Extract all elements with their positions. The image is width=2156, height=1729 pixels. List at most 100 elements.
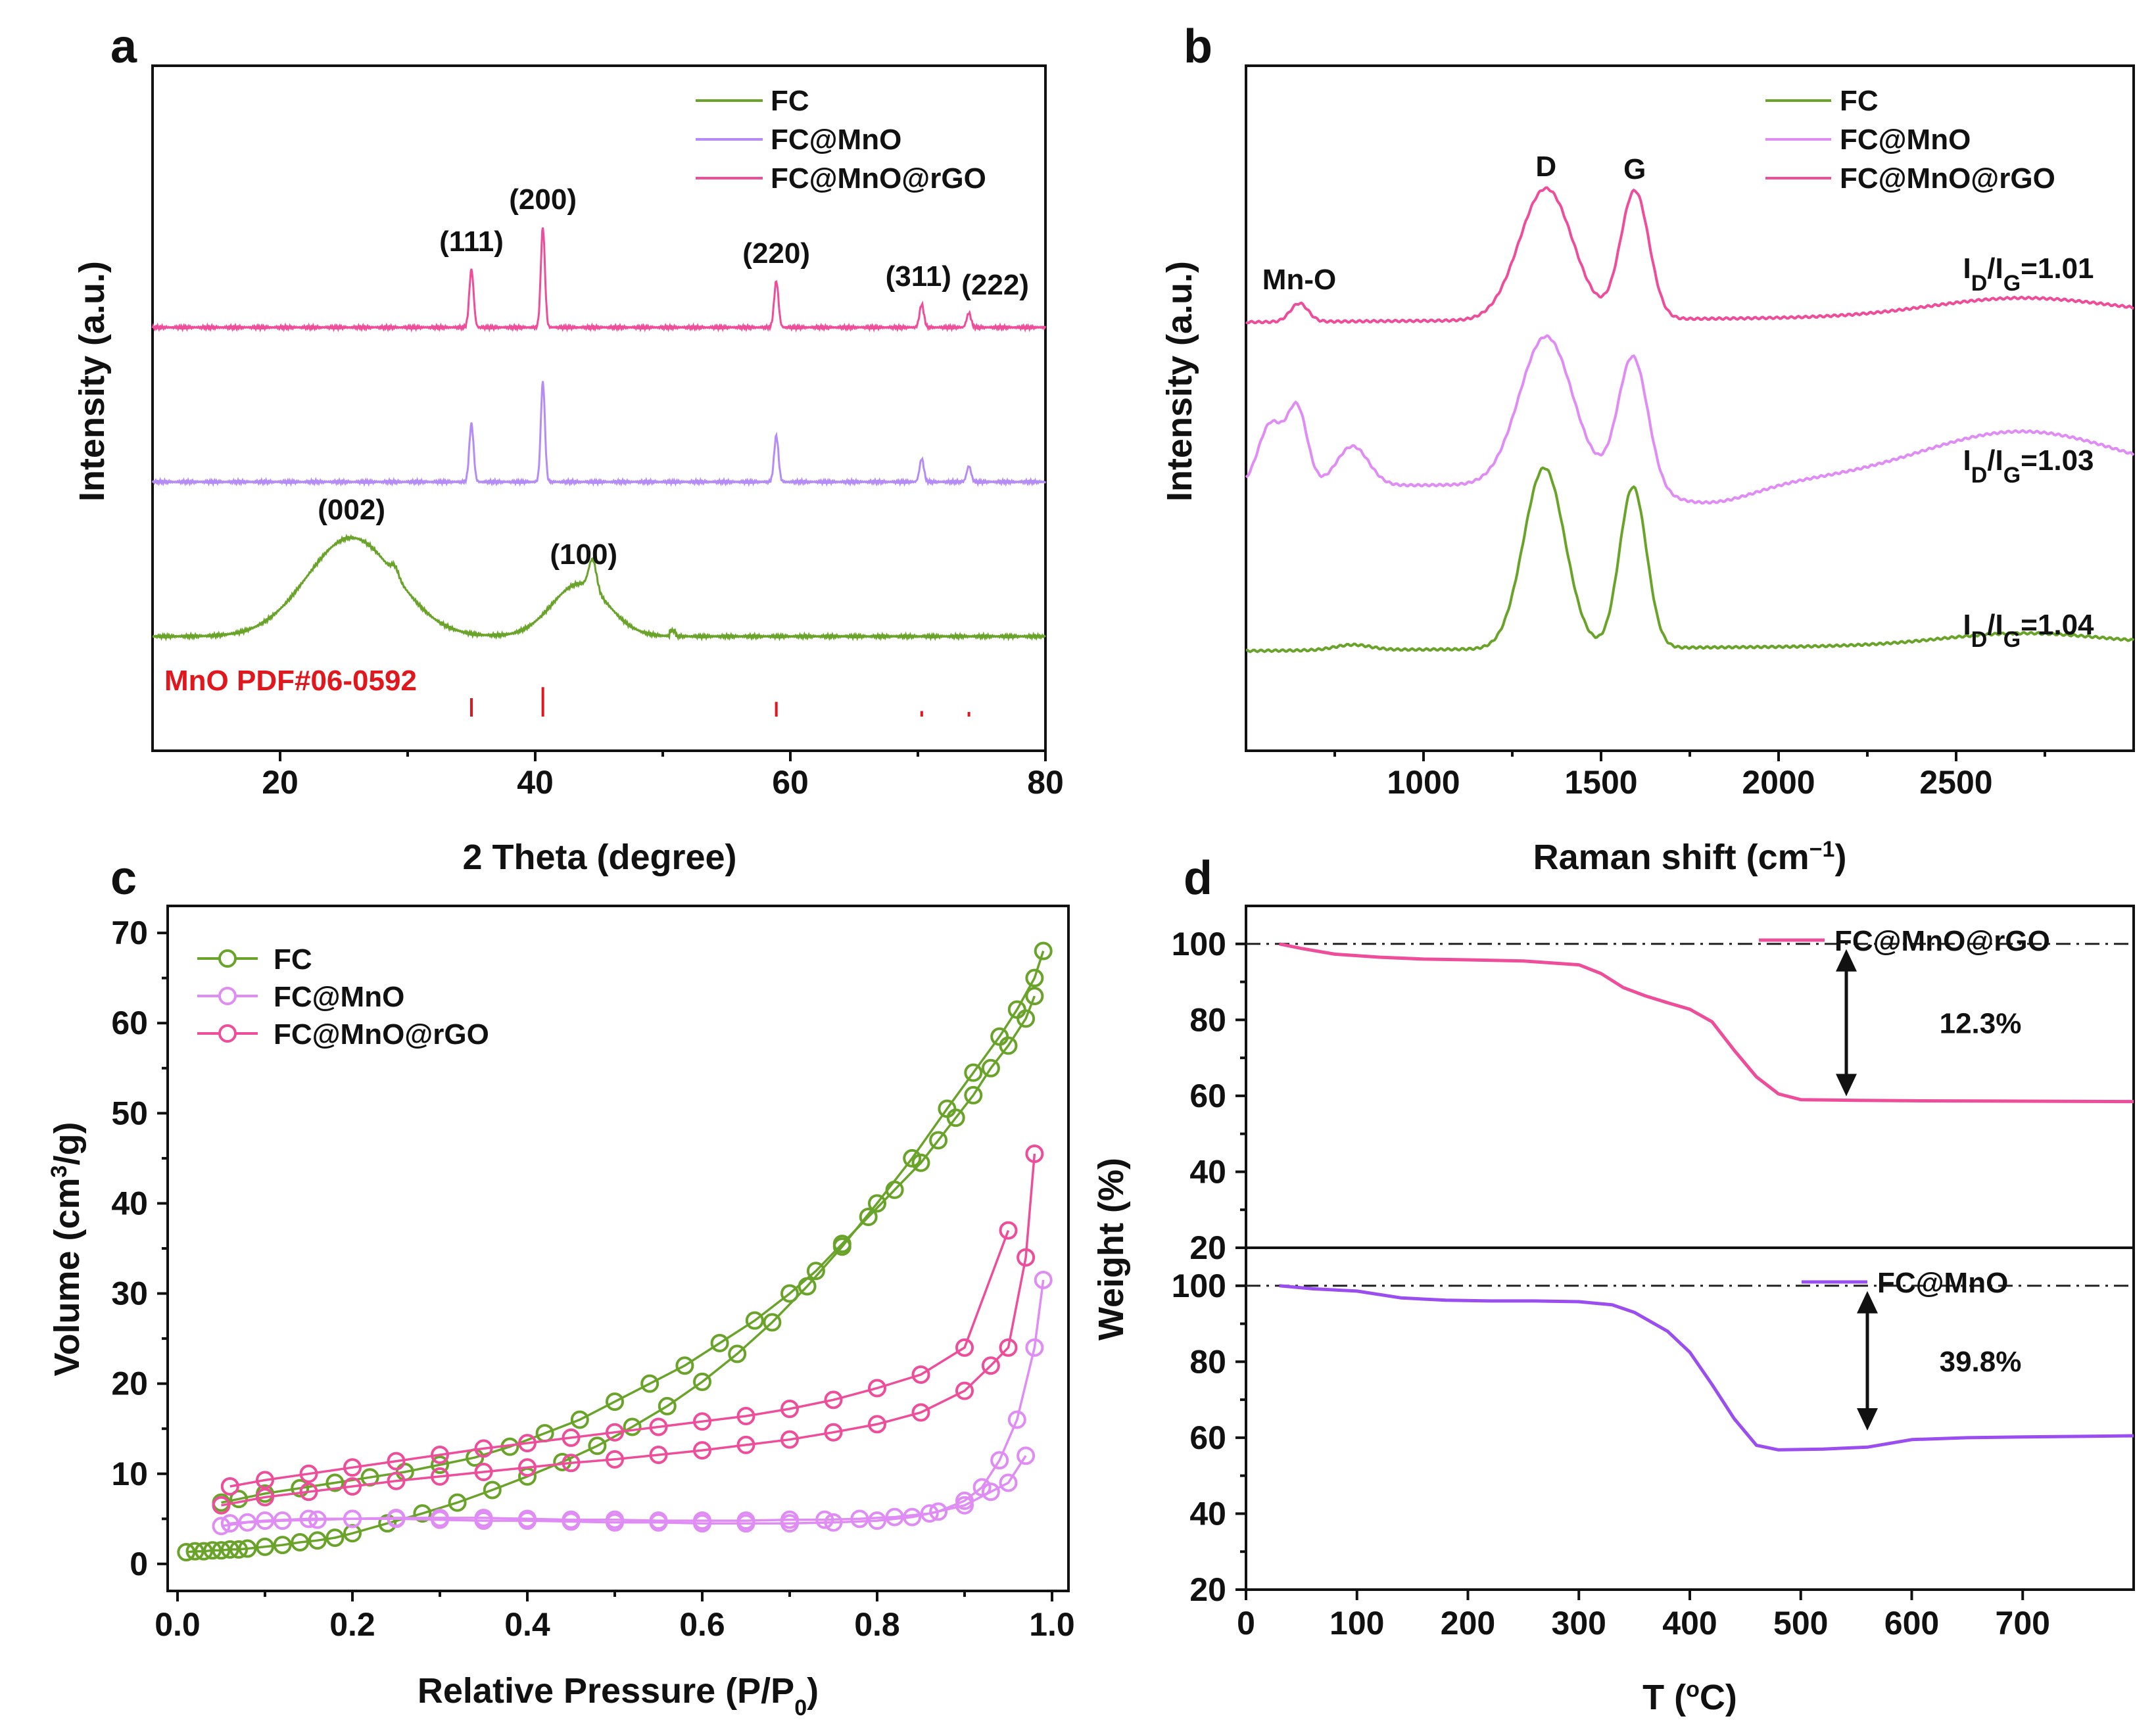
panel-a: a 20 40 60 80 2 Theta (degree) Intensity (a.u.… — [72, 20, 1064, 877]
panel-c-fc-adsorption-point — [413, 1504, 432, 1523]
panel-c-fc-mno-rgo-adsorption-point — [518, 1458, 537, 1477]
panel-c-fc-adsorption-point — [220, 1540, 239, 1559]
panel-c-fc-mno-desorption-point — [649, 1511, 668, 1530]
panel-c-fc-mno-rgo-adsorption-point — [649, 1445, 668, 1464]
panel-c-ytick-label: 10 — [111, 1456, 148, 1492]
panel-c-fc-adsorption-point — [1025, 968, 1044, 987]
panel-c-fc-desorption-point — [885, 1180, 904, 1199]
panel-c-fc-mno-rgo-desorption-point — [474, 1439, 493, 1458]
panel-c-fc-adsorption-point — [308, 1531, 327, 1550]
panel-c-fc-mno-rgo-desorption-point — [868, 1379, 886, 1398]
panel-c-legend-marker — [218, 987, 237, 1005]
panel-c-legend-marker — [218, 949, 237, 968]
panel-c-fc-adsorption-point — [325, 1528, 345, 1548]
panel-c-fc-desorption-point — [981, 1058, 1000, 1078]
panel-c-fc-mno-rgo-adsorption-line — [221, 1153, 1036, 1507]
panel-c-fc-mno-adsorption-point — [990, 1451, 1009, 1470]
panel-c-fc-adsorption-point — [1034, 941, 1053, 960]
panel-b-legend-label: FC — [1840, 85, 1879, 117]
panel-b-ratio-label: ID/IG=1.03 — [1963, 444, 2094, 488]
panel-c-xlabel: Relative Pressure (P/P0) — [418, 1671, 819, 1720]
panel-c-ytick-label: 50 — [111, 1095, 148, 1131]
panel-c-fc-mno-rgo-desorption-point — [299, 1464, 318, 1483]
panel-c-fc-mno-desorption-point — [562, 1510, 581, 1529]
panel-a-peak-label: (100) — [550, 538, 617, 571]
panel-c-fc-mno-desorption-point — [955, 1496, 974, 1515]
panel-c-ytick-label: 70 — [111, 914, 148, 951]
panel-c-fc-desorption-point — [929, 1131, 948, 1150]
panel-c-fc-mno-adsorption-point — [212, 1517, 231, 1536]
panel-c-fc-mno-rgo-desorption-point — [999, 1221, 1018, 1240]
panel-c-fc-mno-rgo-desorption-point — [736, 1407, 755, 1426]
panel-a-peak-label: (002) — [318, 494, 385, 526]
panel-c-fc-adsorption-point — [343, 1524, 362, 1543]
panel-c-fc-mno-rgo-desorption-point — [780, 1400, 799, 1419]
panel-d-xlabel: T (oC) — [1642, 1677, 1737, 1717]
panel-d-xtick-label: 300 — [1552, 1605, 1606, 1642]
panel-c-fc-desorption-point — [946, 1108, 965, 1127]
panel-c-fc-adsorption-point — [273, 1536, 292, 1555]
panel-c-fc-adsorption-point — [588, 1436, 607, 1456]
panel-c-fc-desorption-point — [291, 1479, 310, 1498]
panel-c-fc-adsorption-point — [238, 1539, 257, 1558]
panel-d-xtick-label: 200 — [1441, 1605, 1495, 1642]
panel-c-fc-desorption-point — [745, 1311, 764, 1330]
panel-c-fc-mno-rgo-adsorption-point — [868, 1415, 886, 1434]
panel-b-xtick-label: 2000 — [1742, 764, 1815, 801]
panel-c-fc-mno-rgo-adsorption-point — [1017, 1248, 1036, 1267]
panel-c-xtick-label: 0.4 — [504, 1606, 550, 1643]
panel-c-fc-adsorption-point — [728, 1344, 747, 1363]
panel-c-fc-mno-desorption-point — [815, 1510, 834, 1529]
panel-c-fc-desorption-line — [221, 995, 1036, 1504]
panel-c-fc-mno-rgo-adsorption-point — [911, 1403, 930, 1422]
panel-b-series-fc-mno-rgo — [1245, 186, 2134, 325]
panel-c-fc-desorption-point — [325, 1473, 345, 1492]
panel-c-fc-mno-desorption-point — [981, 1482, 1000, 1502]
panel-a-legend-label: FC@MnO — [771, 124, 901, 156]
panel-a-peak-label: (311) — [886, 260, 951, 293]
panel-c-fc-mno-adsorption-point — [1025, 1338, 1044, 1357]
panel-c-fc-adsorption-point — [256, 1537, 274, 1556]
panel-c-fc-adsorption-point — [194, 1542, 213, 1561]
panel-c-fc-mno-rgo-adsorption-point — [780, 1430, 799, 1449]
panel-b-xtick-label: 1000 — [1387, 764, 1460, 801]
panel-c-fc-desorption-point — [710, 1333, 729, 1352]
panel-d-ytick-label: 100 — [1172, 926, 1226, 962]
panel-c-ytick-label: 60 — [111, 1005, 148, 1041]
panel-c-fc-mno-rgo-adsorption-point — [824, 1423, 843, 1442]
panel-c-legend-marker — [218, 1024, 237, 1043]
panel-c-fc-mno-rgo-adsorption-point — [999, 1338, 1018, 1357]
panel-d-label: d — [1184, 852, 1212, 905]
panel-a-xtick-label: 80 — [1027, 764, 1064, 801]
panel-c-legend-label: FC@MnO@rGO — [274, 1018, 489, 1051]
panel-d-xtick-label: 700 — [1996, 1605, 2050, 1642]
panel-c-fc-desorption-point — [1025, 987, 1044, 1006]
panel-c-fc-mno-desorption-point — [780, 1510, 799, 1529]
panel-d-fc-mno-rgo-loss-label: 12.3% — [1940, 1008, 2022, 1040]
panel-c-xtick-label: 0.0 — [155, 1606, 201, 1643]
panel-c-fc-mno-rgo-desorption-point — [693, 1412, 711, 1431]
panel-c-fc-mno-rgo-desorption-point — [518, 1434, 537, 1453]
panel-d-fc-mno-arrow-head-up — [1857, 1291, 1878, 1314]
panel-a-xtick-label: 60 — [772, 764, 809, 801]
panel-b-legend-label: FC@MnO — [1840, 124, 1971, 156]
panel-c-fc-mno-desorption-point — [736, 1511, 755, 1530]
panel-c-fc-mno-desorption-line — [229, 1455, 1027, 1525]
panel-b-xtick-label: 2500 — [1919, 764, 1992, 801]
panel-d-xtick-label: 0 — [1237, 1605, 1255, 1642]
panel-c-fc-mno-desorption-point — [518, 1509, 537, 1528]
panel-c-fc-mno-rgo-desorption-point — [431, 1445, 449, 1464]
panel-c-fc-adsorption-point — [448, 1493, 467, 1512]
panel-c-fc-mno-desorption-point — [431, 1508, 449, 1527]
panel-c-fc-adsorption-point — [964, 1063, 983, 1082]
panel-c-legend-label: FC@MnO — [274, 981, 404, 1013]
panel-b-ratio-label: ID/IG=1.04 — [1963, 609, 2094, 652]
panel-c-fc-desorption-point — [911, 1153, 930, 1172]
panel-a-legend-label: FC — [771, 85, 809, 117]
panel-c-fc-adsorption-point — [229, 1540, 249, 1559]
panel-c-fc-mno-rgo-adsorption-point — [212, 1496, 231, 1515]
panel-c-fc-mno-rgo-adsorption-point — [606, 1450, 624, 1469]
panel-d-fc-mno-curve — [1279, 1284, 2134, 1452]
panel-c-fc-mno-rgo-adsorption-point — [299, 1482, 318, 1502]
panel-c-fc-mno-rgo-adsorption-point — [474, 1463, 493, 1482]
